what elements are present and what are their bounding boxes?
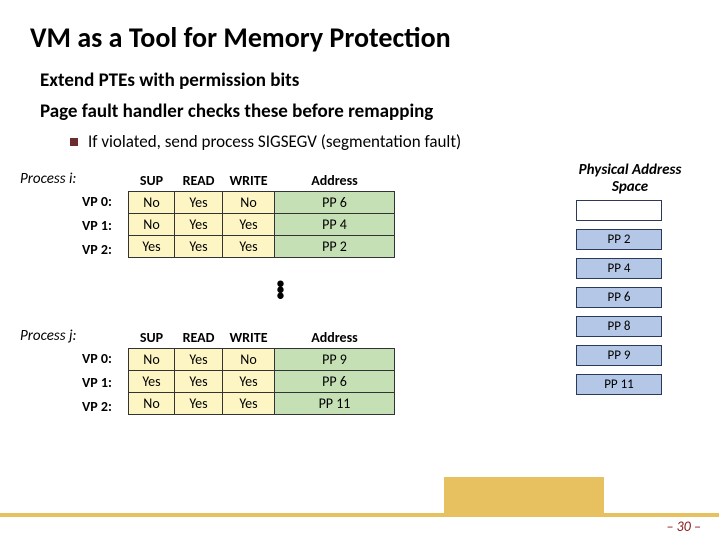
cell-addr: PP 11 <box>275 393 395 415</box>
header-sup: SUP <box>129 170 175 192</box>
table-row: Yes Yes Yes PP 2 <box>129 236 395 258</box>
process-i-label: Process i: <box>20 170 76 188</box>
header-read: READ <box>175 327 223 349</box>
cell-read: Yes <box>175 236 223 258</box>
phys-cell: PP 9 <box>576 345 662 366</box>
vp-label: VP 2: <box>82 238 112 262</box>
cell-sup: No <box>129 349 175 371</box>
header-read: READ <box>175 170 223 192</box>
cell-addr: PP 2 <box>275 236 395 258</box>
cell-sup: No <box>129 192 175 214</box>
proc-j-table: SUP READ WRITE Address No Yes No PP 9 Ye… <box>128 327 395 415</box>
page-number: – 30 – <box>667 518 701 535</box>
vp-label: VP 0: <box>82 347 112 371</box>
table-header-row: SUP READ WRITE Address <box>129 170 395 192</box>
vertical-ellipsis-icon: ••• <box>276 280 285 298</box>
table-row: No Yes No PP 9 <box>129 349 395 371</box>
slide-title: VM as a Tool for Memory Protection <box>0 0 719 55</box>
phys-cell: PP 8 <box>576 316 662 337</box>
cell-read: Yes <box>175 192 223 214</box>
header-sup: SUP <box>129 327 175 349</box>
header-addr: Address <box>275 327 395 349</box>
phys-cell: PP 4 <box>576 258 662 279</box>
proc-i-vp-labels: VP 0: VP 1: VP 2: <box>82 190 112 262</box>
header-write: WRITE <box>223 170 275 192</box>
cell-write: Yes <box>223 371 275 393</box>
phys-cell: PP 11 <box>576 374 662 395</box>
bullet-text: If violated, send process SIGSEGV (segme… <box>88 131 461 152</box>
table-row: No Yes Yes PP 11 <box>129 393 395 415</box>
process-j-label: Process j: <box>20 327 77 345</box>
cell-write: Yes <box>223 214 275 236</box>
subtitle-1: Extend PTEs with permission bits <box>0 55 719 92</box>
cell-sup: Yes <box>129 371 175 393</box>
cell-write: Yes <box>223 236 275 258</box>
cell-addr: PP 6 <box>275 192 395 214</box>
header-addr: Address <box>275 170 395 192</box>
cell-read: Yes <box>175 349 223 371</box>
phys-cell <box>576 200 662 221</box>
footer-gold-block <box>444 477 604 517</box>
vp-label: VP 1: <box>82 214 112 238</box>
cell-read: Yes <box>175 393 223 415</box>
phys-cell: PP 6 <box>576 287 662 308</box>
proc-i-table: SUP READ WRITE Address No Yes No PP 6 No… <box>128 170 395 258</box>
footer-gold-bar <box>0 513 719 517</box>
cell-addr: PP 9 <box>275 349 395 371</box>
bullet-row: If violated, send process SIGSEGV (segme… <box>0 123 719 152</box>
cell-sup: No <box>129 214 175 236</box>
header-write: WRITE <box>223 327 275 349</box>
phys-cell: PP 2 <box>576 229 662 250</box>
cell-sup: No <box>129 393 175 415</box>
physical-address-stack: PP 2 PP 4 PP 6 PP 8 PP 9 PP 11 <box>576 200 662 403</box>
physical-address-space-title: Physical Address Space <box>570 162 690 196</box>
cell-read: Yes <box>175 214 223 236</box>
cell-write: Yes <box>223 393 275 415</box>
cell-read: Yes <box>175 371 223 393</box>
subtitle-2: Page fault handler checks these before r… <box>0 92 719 123</box>
vp-label: VP 0: <box>82 190 112 214</box>
square-bullet-icon <box>70 138 78 146</box>
cell-write: No <box>223 192 275 214</box>
cell-write: No <box>223 349 275 371</box>
proc-j-vp-labels: VP 0: VP 1: VP 2: <box>82 347 112 419</box>
table-row: No Yes Yes PP 4 <box>129 214 395 236</box>
table-row: Yes Yes Yes PP 6 <box>129 371 395 393</box>
vp-label: VP 1: <box>82 371 112 395</box>
vp-label: VP 2: <box>82 395 112 419</box>
cell-addr: PP 6 <box>275 371 395 393</box>
cell-addr: PP 4 <box>275 214 395 236</box>
table-header-row: SUP READ WRITE Address <box>129 327 395 349</box>
cell-sup: Yes <box>129 236 175 258</box>
table-row: No Yes No PP 6 <box>129 192 395 214</box>
